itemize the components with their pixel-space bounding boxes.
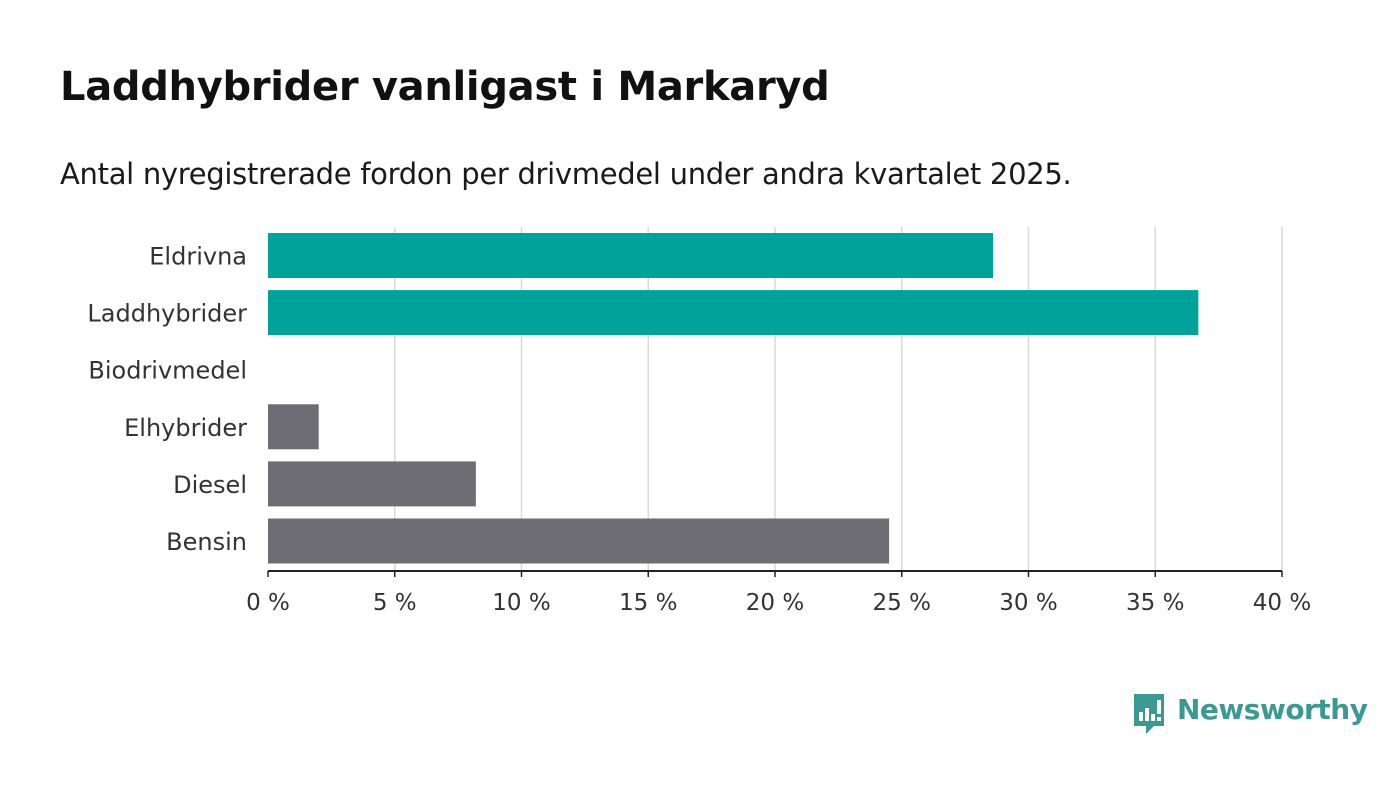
category-label: Elhybrider (124, 414, 247, 442)
bar-chart: Eldrivna Laddhybrider Biodrivmedel Elhybrid… (87, 227, 1311, 616)
category-label: Biodrivmedel (88, 357, 247, 385)
x-tick-label: 40 % (1253, 590, 1311, 616)
category-label: Diesel (173, 471, 247, 499)
x-tick-label: 25 % (873, 590, 931, 616)
bar (268, 461, 476, 507)
chart-title: Laddhybrider vanligast i Markaryd (60, 64, 830, 110)
category-labels: Eldrivna Laddhybrider Biodrivmedel Elhybrid… (87, 243, 247, 557)
newsworthy-logo-icon (1134, 694, 1164, 734)
bar (268, 404, 319, 450)
x-tick-label: 15 % (619, 590, 677, 616)
x-axis-ticks: 0 % 5 % 10 % 15 % 20 % 25 % 30 % 35 % 40 % (246, 571, 1311, 616)
x-tick-label: 5 % (373, 590, 417, 616)
bar (268, 290, 1199, 336)
category-label: Eldrivna (149, 243, 247, 271)
chart-subtitle: Antal nyregistrerade fordon per drivmede… (60, 157, 1072, 191)
x-tick-label: 35 % (1126, 590, 1184, 616)
newsworthy-logo-text: Newsworthy (1177, 693, 1368, 726)
x-tick-label: 10 % (492, 590, 550, 616)
x-tick-label: 20 % (746, 590, 804, 616)
x-tick-label: 30 % (999, 590, 1057, 616)
category-label: Laddhybrider (87, 300, 247, 328)
bars (268, 233, 1199, 564)
x-tick-label: 0 % (246, 590, 290, 616)
category-label: Bensin (166, 528, 247, 556)
newsworthy-logo: Newsworthy (1132, 692, 1368, 736)
bar (268, 518, 890, 564)
gridlines (394, 227, 1283, 571)
bar (268, 233, 994, 278)
